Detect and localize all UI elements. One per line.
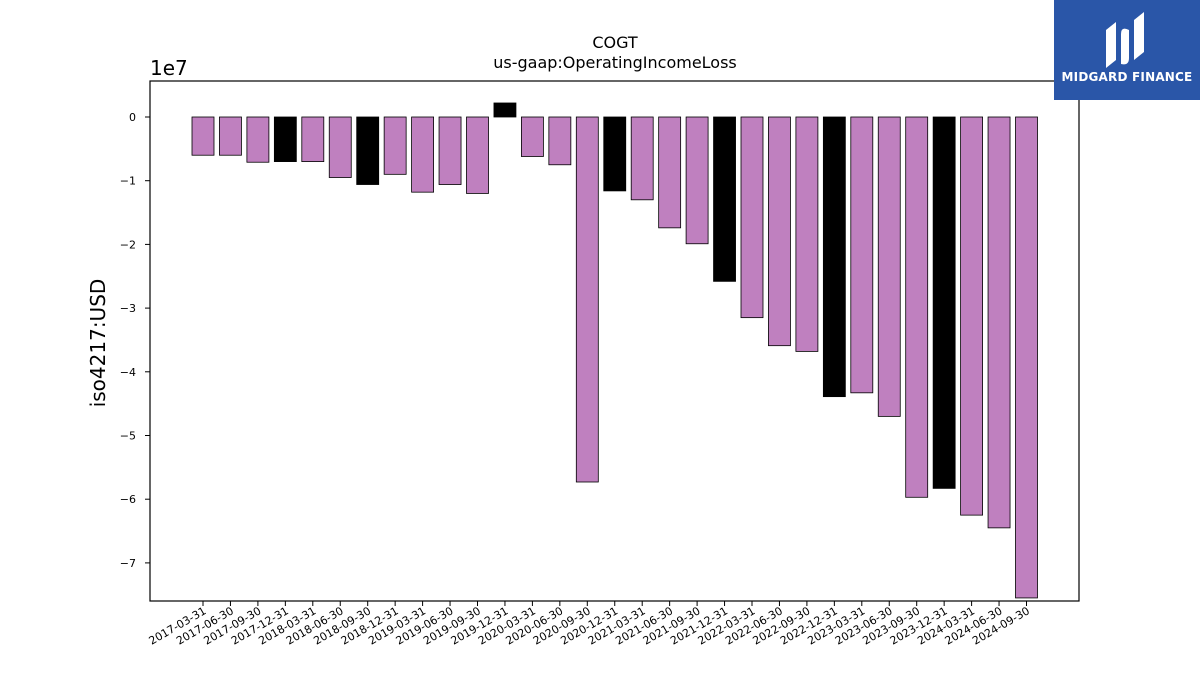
bar-2021-09-30 [685, 116, 709, 245]
brand-name: MIDGARD FINANCE [1061, 70, 1193, 84]
bar-2020-03-31 [521, 116, 544, 157]
bar-2023-12-31 [932, 116, 956, 489]
x-axis-ticks: 2017-03-312017-06-302017-09-302017-12-31… [147, 601, 1032, 648]
y-tick-label: 0 [129, 111, 136, 124]
bar-2018-09-30 [356, 116, 380, 185]
chart-title: COGT [592, 33, 638, 52]
bar-2020-09-30 [575, 116, 599, 483]
bar-2024-06-30 [987, 116, 1011, 529]
bar-2023-03-31 [850, 116, 874, 394]
bar-2022-09-30 [795, 116, 819, 352]
bars [191, 102, 1038, 599]
bar-2021-03-31 [630, 116, 654, 201]
plot-frame [149, 80, 1080, 602]
y-axis-label: iso4217:USD [86, 279, 110, 408]
bar-2021-12-31 [713, 116, 736, 282]
chart-subtitle: us-gaap:OperatingIncomeLoss [493, 53, 737, 72]
y-axis-ticks: 0 −1 −2 −3 −4 −5 −6 −7 [120, 111, 150, 570]
bar-2017-03-31 [191, 116, 215, 156]
y-tick-label: −4 [120, 366, 136, 379]
bar-2022-06-30 [768, 116, 791, 347]
bar-2017-12-31 [273, 116, 297, 162]
bar-2023-06-30 [877, 116, 901, 417]
brand-mark-icon [1106, 12, 1144, 68]
bar-2020-06-30 [548, 116, 572, 166]
y-tick-label: −6 [120, 493, 136, 506]
y-tick-label: −5 [120, 430, 136, 443]
bar-2024-09-30 [1015, 116, 1038, 599]
y-tick-label: −7 [120, 557, 136, 570]
y-tick-label: −3 [120, 302, 136, 315]
y-axis-offset-label: 1e7 [150, 56, 188, 80]
bar-2019-09-30 [466, 116, 489, 194]
bar-2020-12-31 [603, 116, 627, 192]
brand-logo: MIDGARD FINANCE [1054, 0, 1200, 100]
bar-2019-12-31 [493, 102, 517, 118]
bar-2022-03-31 [740, 116, 764, 319]
bar-2023-09-30 [905, 116, 929, 498]
y-tick-label: −2 [120, 238, 136, 251]
y-tick-label: −1 [120, 175, 136, 188]
bar-2018-03-31 [301, 116, 325, 162]
bar-2019-03-31 [411, 116, 435, 193]
bar-2021-06-30 [658, 116, 682, 229]
bar-2017-09-30 [246, 116, 270, 163]
bar-2018-12-31 [383, 116, 407, 175]
bar-2019-06-30 [438, 116, 462, 185]
bar-2018-06-30 [328, 116, 352, 178]
bar-2024-03-31 [960, 116, 983, 516]
bar-2022-12-31 [822, 116, 846, 398]
bar-2017-06-30 [219, 116, 242, 156]
